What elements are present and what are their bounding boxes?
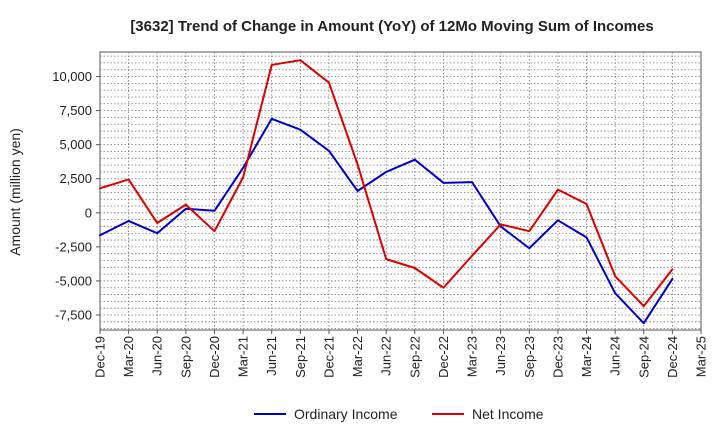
y-tick-label: 5,000 bbox=[59, 137, 92, 152]
x-tick-label: Mar-20 bbox=[121, 336, 136, 377]
x-tick-label: Sep-22 bbox=[407, 336, 422, 378]
x-tick-label: Dec-23 bbox=[550, 336, 565, 378]
x-tick-label: Sep-23 bbox=[522, 336, 537, 378]
y-tick-label: -7,500 bbox=[55, 308, 92, 323]
x-tick-label: Dec-19 bbox=[93, 336, 108, 378]
x-tick-label: Jun-22 bbox=[379, 336, 394, 376]
x-tick-label: Jun-24 bbox=[608, 336, 623, 376]
y-tick-label: -5,000 bbox=[55, 273, 92, 288]
legend-label: Ordinary Income bbox=[294, 406, 398, 422]
x-tick-label: Mar-25 bbox=[694, 336, 709, 377]
x-tick-label: Dec-24 bbox=[665, 336, 680, 378]
y-tick-label: 10,000 bbox=[52, 69, 92, 84]
x-tick-label: Sep-24 bbox=[636, 336, 651, 378]
y-tick-label: 0 bbox=[85, 205, 92, 220]
x-tick-label: Mar-23 bbox=[465, 336, 480, 377]
x-tick-label: Dec-20 bbox=[207, 336, 222, 378]
series-line-ordinary-income bbox=[99, 117, 674, 325]
x-tick-label: Sep-21 bbox=[293, 336, 308, 378]
chart-title: [3632] Trend of Change in Amount (YoY) o… bbox=[130, 18, 653, 35]
x-tick-label: Jun-23 bbox=[493, 336, 508, 376]
series-line-net-income bbox=[99, 59, 674, 308]
y-tick-label: 7,500 bbox=[59, 103, 92, 118]
y-tick-label: -2,500 bbox=[55, 239, 92, 254]
x-tick-label: Dec-22 bbox=[436, 336, 451, 378]
y-axis: -7,500 -5,000 -2,500 0 2,500 5,000 7,500 10,000 bbox=[52, 69, 100, 323]
legend: Ordinary Income Net Income bbox=[254, 406, 544, 422]
x-tick-label: Jun-21 bbox=[264, 336, 279, 376]
legend-label: Net Income bbox=[472, 406, 544, 422]
y-tick-label: 2,500 bbox=[59, 171, 92, 186]
x-tick-label: Mar-21 bbox=[236, 336, 251, 377]
series-lines bbox=[99, 59, 674, 325]
grid-lines bbox=[100, 52, 701, 330]
plot-area bbox=[99, 51, 702, 331]
y-axis-title: Amount (million yen) bbox=[7, 128, 23, 256]
plot-frame bbox=[99, 51, 702, 331]
x-tick-label: Dec-21 bbox=[321, 336, 336, 378]
x-tick-label: Mar-22 bbox=[350, 336, 365, 377]
x-axis: Dec-19 Mar-20 Jun-20 Sep-20 Dec-20 Mar-21 Jun-… bbox=[93, 330, 709, 378]
x-tick-label: Sep-20 bbox=[178, 336, 193, 378]
x-tick-label: Mar-24 bbox=[579, 336, 594, 377]
x-tick-label: Jun-20 bbox=[150, 336, 165, 376]
